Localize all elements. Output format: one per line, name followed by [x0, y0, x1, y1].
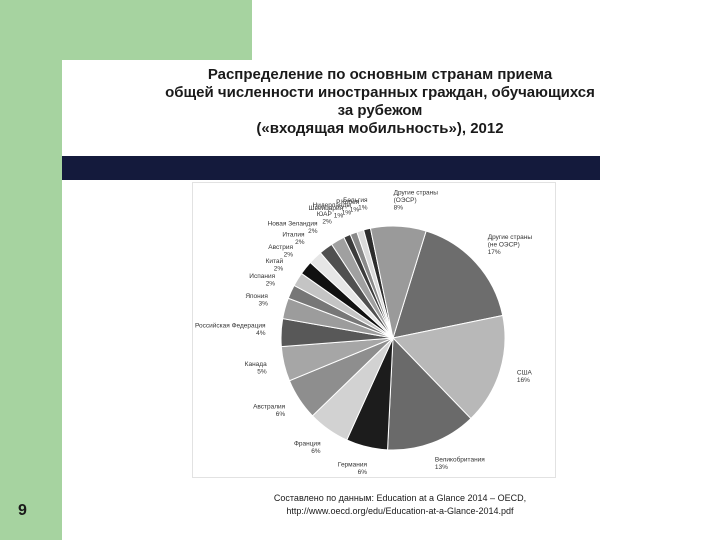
source-line-2: http://www.oecd.org/edu/Education-at-a-G…: [286, 506, 514, 516]
slice-label: Другие страны (не ОЭСР) 17%: [488, 234, 533, 256]
slice-label: Российская Федерация 4%: [195, 322, 266, 338]
source-line-1: Составлено по данным: Education at a Gla…: [273, 493, 527, 503]
slice-label: Австралия 6%: [253, 404, 286, 419]
slice-label: Другие страны (ОЭСР) 8%: [394, 190, 439, 212]
pie-slice: [392, 314, 506, 420]
title-line-2: общей численности иностранных граждан, о…: [165, 84, 595, 101]
slice-label: ЮАР 2%: [317, 211, 332, 226]
source-note: Составлено по данным: Education at a Gla…: [200, 492, 600, 518]
slice-label: Швейцария 1%: [309, 204, 344, 220]
green-top-band: [62, 0, 252, 60]
slice-label: Франция 6%: [294, 440, 321, 455]
slice-label: Р.Корея 1%: [336, 199, 360, 214]
slice-label: Канада 5%: [245, 361, 267, 376]
pie-slice: [369, 225, 427, 339]
title-line-3: за рубежом: [337, 102, 423, 119]
slice-label: Австрия 2%: [268, 244, 293, 259]
title-divider-bar: [62, 156, 600, 180]
slice-label: Бельгия 1%: [343, 197, 368, 212]
page-number: 9: [18, 502, 27, 519]
green-side-band: [0, 0, 62, 540]
slice-label: Нидерланды 1%: [313, 202, 352, 217]
slice-label: Китай 2%: [266, 257, 284, 273]
slice-label: Германия 6%: [338, 461, 368, 476]
pie-slice: [387, 336, 472, 451]
pie-chart-frame: Другие страны (не ОЭСР) 17% США 16% Великобри…: [192, 182, 556, 478]
title-line-1: Распределение по основным странам приема: [207, 66, 553, 83]
pie-chart: Другие страны (не ОЭСР) 17% США 16% Великобри…: [195, 190, 533, 476]
slice-label: Япония 3%: [245, 293, 268, 308]
slice-label: Италия 2%: [282, 231, 305, 246]
slice-label: Испания 2%: [249, 273, 275, 288]
slide-title: Распределение по основным странам приема…: [110, 66, 650, 138]
pie-slice: [392, 230, 504, 339]
slice-label: Великобритания 13%: [435, 456, 485, 472]
title-line-4: («входящая мобильность»), 2012: [256, 120, 504, 137]
slice-label: Новая Зеландия 2%: [268, 220, 318, 235]
slice-label: США 16%: [517, 369, 533, 384]
